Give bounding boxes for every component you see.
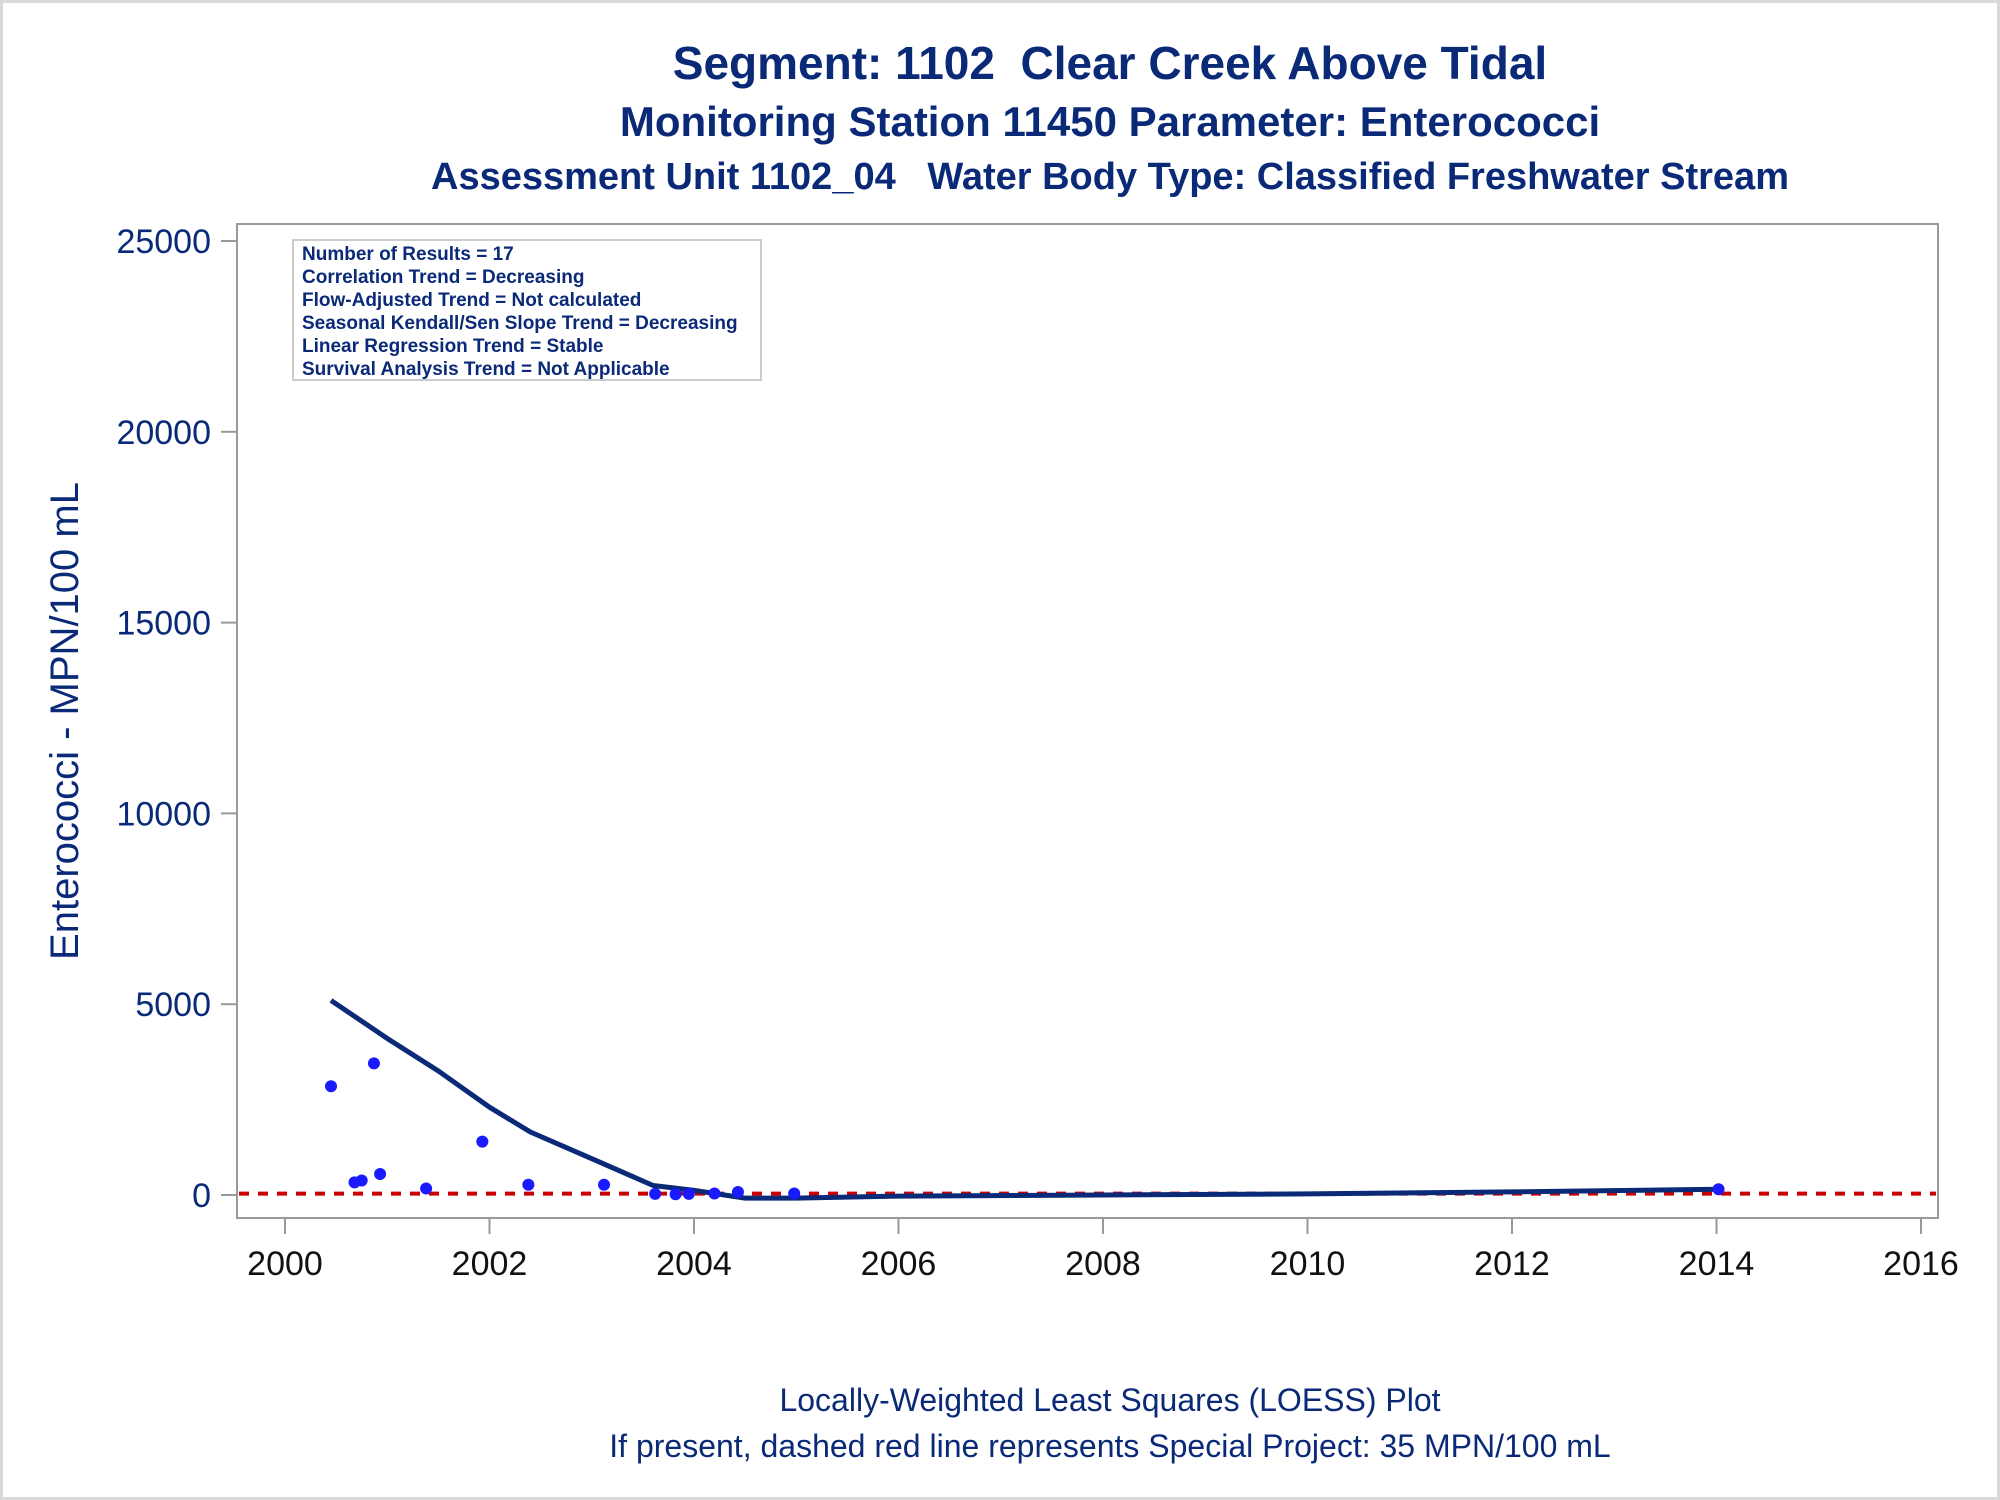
data-point [598, 1178, 611, 1191]
data-point [649, 1187, 662, 1200]
x-tick-label: 2014 [1679, 1245, 1755, 1283]
data-point [731, 1185, 744, 1198]
footnote-loess: Locally-Weighted Least Squares (LOESS) P… [779, 1382, 1441, 1418]
y-tick-label: 25000 [116, 223, 211, 261]
data-point [669, 1188, 682, 1201]
x-axis: 2000 2002 2004 2006 2008 2010 2012 2014 2016 [247, 1218, 1959, 1283]
x-tick-label: 2012 [1474, 1245, 1550, 1283]
data-points [325, 280, 1725, 1201]
y-tick-label: 0 [192, 1177, 211, 1215]
y-axis-label: Enterococci - MPN/100 mL [43, 482, 87, 960]
trend-stat-line: Correlation Trend = Decreasing [302, 267, 584, 288]
data-point [1712, 1183, 1725, 1196]
y-axis: 0 5000 10000 15000 20000 25000 [116, 223, 237, 1215]
trend-stat-line: Flow-Adjusted Trend = Not calculated [302, 290, 641, 311]
data-point [708, 1187, 721, 1200]
data-point [367, 1057, 380, 1070]
data-point [522, 1178, 535, 1191]
x-tick-label: 2008 [1065, 1245, 1141, 1283]
chart-title: Segment: 1102 Clear Creek Above Tidal [672, 37, 1548, 89]
loess-line [329, 998, 1719, 1201]
x-tick-label: 2016 [1883, 1245, 1959, 1283]
y-tick-label: 10000 [116, 795, 211, 833]
plot-area [236, 223, 1939, 1219]
data-point [788, 1187, 801, 1200]
x-tick-label: 2000 [247, 1245, 323, 1283]
x-tick-label: 2002 [452, 1245, 528, 1283]
data-point [476, 1135, 489, 1148]
chart-subtitle-station: Monitoring Station 11450 Parameter: Ente… [619, 98, 1601, 145]
y-tick-label: 15000 [116, 605, 211, 643]
trend-stat-line: Survival Analysis Trend = Not Applicable [302, 359, 670, 380]
data-point [420, 1182, 433, 1195]
data-point [374, 1168, 387, 1181]
trend-stat-line: Linear Regression Trend = Stable [302, 336, 603, 357]
y-tick-label: 20000 [116, 414, 211, 452]
x-tick-label: 2006 [861, 1245, 937, 1283]
trend-stat-line: Number of Results = 17 [302, 244, 514, 265]
data-point [325, 1080, 338, 1093]
y-tick-label: 5000 [135, 986, 211, 1024]
footnote-reference: If present, dashed red line represents S… [609, 1428, 1611, 1464]
trend-stat-line: Seasonal Kendall/Sen Slope Trend = Decre… [302, 313, 738, 334]
trend-stats-border [292, 239, 762, 381]
data-point [355, 1174, 368, 1187]
data-point [682, 1187, 695, 1200]
x-tick-label: 2004 [656, 1245, 732, 1283]
x-tick-label: 2010 [1270, 1245, 1346, 1283]
chart-subtitle-assessment: Assessment Unit 1102_04 Water Body Type:… [431, 156, 1789, 198]
